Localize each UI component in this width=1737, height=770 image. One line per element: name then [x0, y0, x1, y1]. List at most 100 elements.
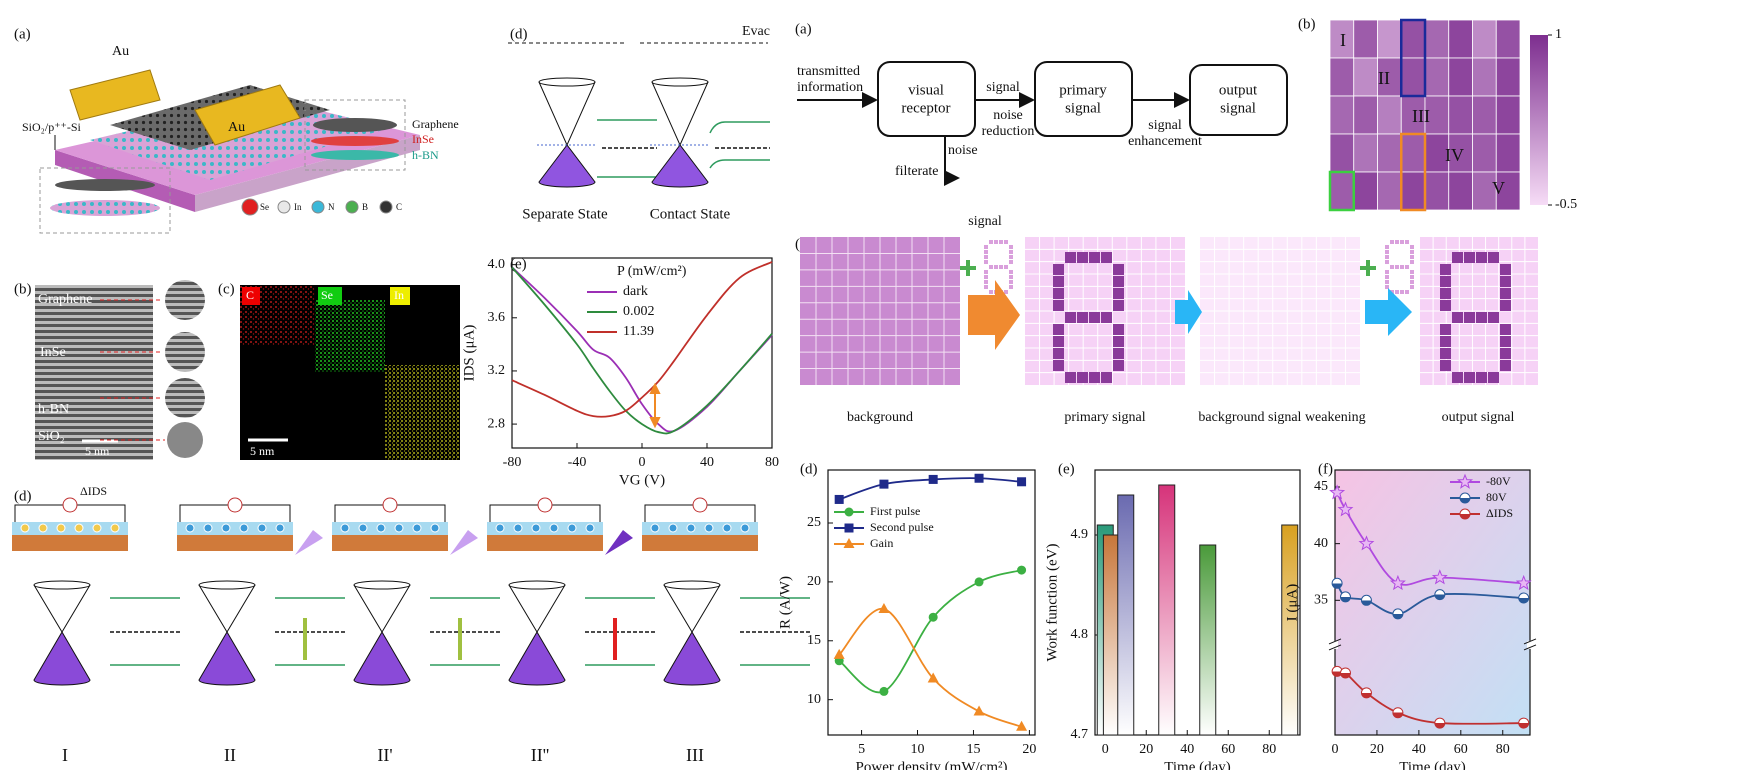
- hole: [74, 523, 84, 533]
- marker: [879, 686, 889, 696]
- digit-pixel: [1385, 270, 1389, 274]
- atom-icon: [241, 198, 259, 216]
- axis-break: [1527, 640, 1533, 649]
- heat-cell: [1448, 95, 1473, 135]
- panel-label: (b): [1298, 16, 1316, 32]
- marker: [844, 523, 854, 533]
- heat-cell: [1424, 171, 1450, 211]
- digit-pixel: [1400, 240, 1404, 244]
- digit-pixel: [1113, 336, 1124, 347]
- marker: [1431, 569, 1448, 585]
- caption: primary signal: [1064, 410, 1145, 425]
- flow-node: [877, 61, 976, 137]
- electron: [257, 523, 267, 533]
- legend-label: -80V: [1486, 474, 1511, 488]
- dirac-cone: [651, 144, 709, 188]
- digit-pixel: [1464, 252, 1475, 263]
- hole: [20, 523, 30, 533]
- element-label: C: [246, 288, 254, 302]
- heat-cell: [1353, 171, 1378, 211]
- dirac-cone: [538, 81, 596, 147]
- x-tick-label: 15: [966, 742, 980, 757]
- band-edge: [709, 159, 770, 169]
- edge-label: signal: [1148, 118, 1182, 133]
- marker: [928, 612, 938, 622]
- x-axis-label: Time (day): [1164, 759, 1231, 770]
- marker: [844, 507, 854, 517]
- digit-pixel: [1500, 336, 1511, 347]
- heat-cell: [1424, 57, 1450, 97]
- electron: [531, 523, 541, 533]
- digit-pixel: [984, 245, 988, 249]
- inset-box: [304, 99, 406, 171]
- light: [450, 530, 478, 555]
- highlight: [1400, 18, 1427, 98]
- digit-pixel: [1113, 360, 1124, 371]
- highlight: [1400, 132, 1427, 212]
- eds-map: [315, 300, 385, 372]
- dirac-cone: [508, 584, 566, 633]
- marker: [1016, 720, 1028, 731]
- heat-cell: [1472, 95, 1497, 135]
- hole: [38, 523, 48, 533]
- electron: [585, 523, 595, 533]
- arrow: [1175, 290, 1202, 334]
- electron: [686, 523, 696, 533]
- electrode: [69, 69, 161, 121]
- digit-pixel: [1077, 252, 1088, 263]
- hole: [92, 523, 102, 533]
- x-tick-label: 80: [1262, 742, 1276, 757]
- digit-pixel: [1410, 285, 1414, 289]
- digit-pixel: [1500, 300, 1511, 311]
- series-line: [511, 266, 773, 435]
- highlight: [1328, 170, 1355, 212]
- digit-pixel: [1053, 276, 1064, 287]
- x-tick-label: 5: [858, 742, 865, 757]
- digit-pixel: [1385, 250, 1389, 254]
- x-tick-label: 60: [1221, 742, 1235, 757]
- y-axis-label: IDS (μA): [461, 325, 477, 382]
- digit-pixel: [1500, 324, 1511, 335]
- light: [605, 530, 633, 555]
- branch-label: filterate: [895, 164, 939, 179]
- zoom-circles: [100, 280, 205, 458]
- bar: [1117, 494, 1135, 736]
- y-tick-label: 4.0: [488, 257, 506, 272]
- digit-pixel: [1113, 264, 1124, 275]
- element-tag: [318, 287, 342, 305]
- light: [295, 530, 323, 555]
- electrode-label: Au: [112, 44, 129, 59]
- plus: [1366, 260, 1370, 276]
- digit-pixel: [1395, 265, 1399, 269]
- digit-pixel: [1488, 312, 1499, 323]
- digit-pixel: [1113, 276, 1124, 287]
- electron: [495, 523, 505, 533]
- heat-cell: [1329, 95, 1355, 135]
- digit-pixel: [1440, 324, 1451, 335]
- electron: [221, 523, 231, 533]
- panel-label: (d): [510, 26, 528, 42]
- ammeter: [227, 497, 243, 513]
- digit-pixel: [1476, 312, 1487, 323]
- dirac-cone: [538, 77, 596, 87]
- inset-graphene: [55, 179, 155, 191]
- scale-label: 5 nm: [85, 444, 110, 458]
- digit-pixel: [1452, 252, 1463, 263]
- gate: [642, 535, 758, 551]
- state-label: Contact State: [650, 206, 731, 222]
- digit-pixel: [984, 285, 988, 289]
- marker: [834, 494, 844, 504]
- digit-pixel: [1476, 252, 1487, 263]
- electron: [513, 523, 523, 533]
- scale-label: 5 nm: [250, 444, 275, 458]
- edge-label: reduction: [982, 124, 1035, 139]
- digit-pixel: [1053, 264, 1064, 275]
- digit-pixel: [1004, 290, 1008, 294]
- bar: [1281, 524, 1299, 736]
- tem-image: [35, 285, 153, 460]
- digit-pixel: [1410, 245, 1414, 249]
- digit-pixel: [1440, 336, 1451, 347]
- digit-pixel: [1476, 372, 1487, 383]
- stage-label: I: [62, 745, 68, 765]
- digit-pixel: [994, 240, 998, 244]
